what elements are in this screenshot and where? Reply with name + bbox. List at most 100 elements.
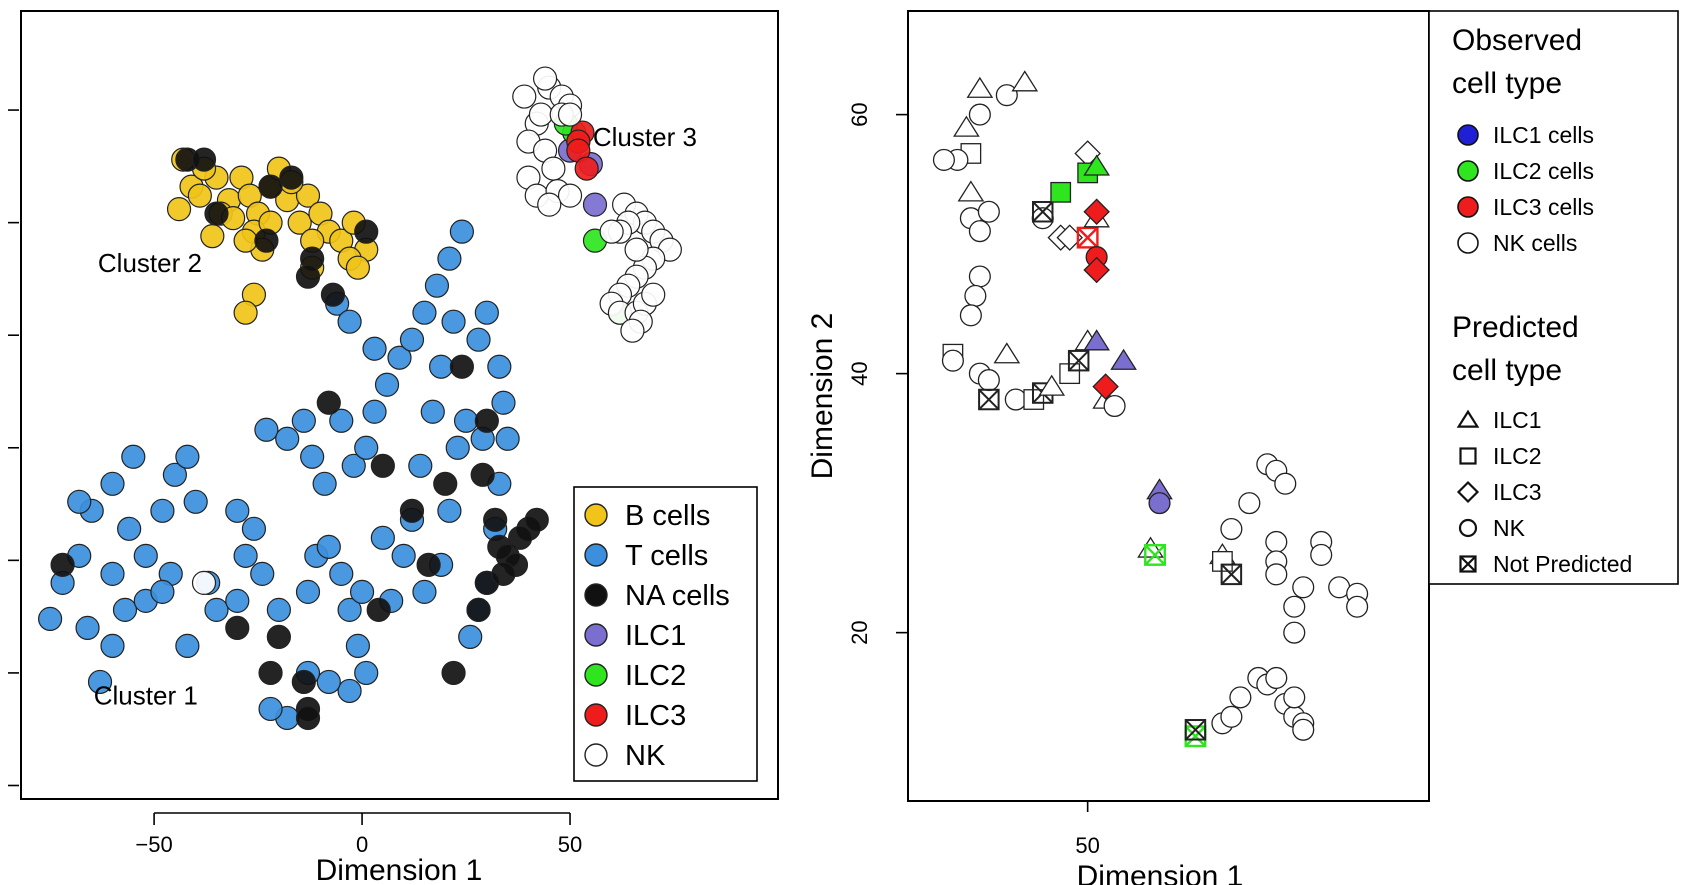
point-na-cells xyxy=(366,597,391,622)
point-nk-pred-not-predicted-box xyxy=(978,388,1000,411)
point-ilc3-pred-not-predicted xyxy=(1076,226,1099,249)
point-nk-pred-not-predicted-cross-b xyxy=(1184,719,1206,741)
point-nk-pred-not-predicted xyxy=(1184,719,1207,741)
point-na-cells xyxy=(279,165,304,190)
point-t-cells xyxy=(204,597,229,622)
legend-marker-ilc3 xyxy=(584,703,608,727)
point-t-cells xyxy=(254,417,279,442)
point-nk xyxy=(532,66,558,91)
point-nk-pred-nk xyxy=(932,148,955,171)
point-ilc1-pred-nk xyxy=(1148,492,1171,515)
point-nk xyxy=(557,183,583,208)
point-na-cells xyxy=(291,669,316,695)
point-nk xyxy=(557,102,583,127)
cluster-label-cluster-3: Cluster 3 xyxy=(593,122,697,152)
left-x-tick-label: −50 xyxy=(135,832,172,857)
point-t-cells xyxy=(370,525,395,550)
point-t-cells xyxy=(487,354,512,379)
point-ilc3-pred-not-predicted-cross-b xyxy=(1077,227,1099,249)
point-nk-pred-nk xyxy=(1004,388,1027,411)
point-nk xyxy=(512,84,537,109)
point-nk-pred-nk xyxy=(1229,686,1252,709)
legend-predicted-label-not-predicted: Not Predicted xyxy=(1493,551,1632,577)
point-na-cells xyxy=(416,552,441,577)
legend-marker-nk xyxy=(584,743,608,767)
point-na-cells xyxy=(266,624,291,649)
point-na-cells xyxy=(370,453,395,478)
point-t-cells xyxy=(183,489,208,514)
point-t-cells xyxy=(67,489,92,514)
legend-observed-label-ilc1-cells: ILC1 cells xyxy=(1493,122,1594,148)
point-t-cells xyxy=(428,354,454,379)
legend-predicted-title-line1: Predicted xyxy=(1452,311,1579,344)
point-nk-pred-nk xyxy=(968,265,991,288)
right-y-tick-label: 60 xyxy=(847,102,872,126)
point-nk-pred-not-predicted-box xyxy=(1067,349,1090,372)
point-na-cells xyxy=(295,705,321,731)
legend-observed-title-line2: cell type xyxy=(1452,67,1562,100)
point-t-cells xyxy=(225,498,250,523)
legend-observed-marker-ilc1-cells xyxy=(1457,124,1479,146)
point-na-cells xyxy=(466,597,491,622)
point-ilc1-pred-ilc1 xyxy=(1110,348,1137,370)
legend-predicted-marker-not-predicted-cross-b xyxy=(1459,555,1477,573)
point-nk-pred-nk xyxy=(1265,530,1288,554)
point-nk xyxy=(624,237,649,262)
point-t-cells xyxy=(354,660,379,686)
left-plot-frame xyxy=(20,10,779,800)
point-nk-pred-not-predicted xyxy=(1067,349,1090,372)
legend-predicted-title-line2: cell type xyxy=(1452,354,1562,387)
point-t-cells xyxy=(295,579,321,604)
point-t-cells xyxy=(474,300,499,325)
point-t-cells xyxy=(275,426,300,451)
point-na-cells xyxy=(524,507,549,532)
point-nk-pred-nk xyxy=(1265,666,1288,690)
point-na-cells xyxy=(483,507,508,532)
point-t-cells xyxy=(420,399,445,424)
cluster-labels: Cluster 1 Cluster 2 Cluster 3 xyxy=(94,122,697,710)
point-nk-pred-not-predicted-cross-b xyxy=(1068,350,1090,372)
point-nk-pred-not-predicted-cross-b xyxy=(978,389,1000,410)
left-x-axis-title: Dimension 1 xyxy=(316,854,483,885)
point-nk-pred-nk xyxy=(1292,576,1315,599)
legend-predicted-label-ilc2: ILC2 xyxy=(1493,443,1542,469)
point-na-cells xyxy=(354,219,379,244)
point-ilc2-pred-not-predicted-box xyxy=(1144,543,1166,566)
point-nk-pred-nk xyxy=(968,220,991,243)
point-t-cells xyxy=(449,219,474,244)
point-t-cells xyxy=(175,444,200,469)
point-nk xyxy=(537,192,562,217)
point-na-cells xyxy=(320,282,346,307)
legend-observed-label-ilc2-cells: ILC2 cells xyxy=(1493,158,1594,184)
legend-predicted-marker-ilc2 xyxy=(1459,447,1477,465)
point-b-cells xyxy=(200,224,225,249)
right-legend-box xyxy=(1428,10,1679,585)
point-t-cells xyxy=(337,597,362,622)
point-nk-pred-nk xyxy=(1103,394,1126,418)
point-t-cells xyxy=(233,543,258,568)
legend-marker-t-cells xyxy=(584,543,608,567)
tsne-scatter-panel-right: 50 20 40 60 Dimension 1 Dimension 2 Observe… xyxy=(806,10,1679,885)
point-t-cells xyxy=(408,453,433,478)
point-nk xyxy=(541,156,566,181)
point-t-cells xyxy=(458,624,483,649)
right-x-axis-title: Dimension 1 xyxy=(1077,860,1244,885)
left-x-axis: −50 0 50 xyxy=(135,812,582,857)
point-t-cells xyxy=(329,561,354,586)
point-nk-pred-nk xyxy=(1238,492,1261,515)
point-t-cells xyxy=(241,516,267,541)
point-t-cells xyxy=(387,345,412,370)
point-t-cells xyxy=(312,471,337,496)
legend-predicted-marker-ilc1 xyxy=(1456,409,1480,428)
legend-observed-marker-nk-cells xyxy=(1457,232,1479,254)
point-ilc3-pred-ilc3 xyxy=(1083,256,1110,284)
point-nk-pred-not-predicted xyxy=(1220,563,1243,586)
legend-predicted-label-nk: NK xyxy=(1493,515,1526,541)
right-points-layer xyxy=(932,70,1369,748)
point-nk-pred-nk xyxy=(1292,718,1315,741)
point-na-cells xyxy=(399,498,425,523)
point-t-cells xyxy=(162,462,187,487)
legend-marker-b-cells xyxy=(584,503,608,527)
point-t-cells xyxy=(291,408,316,433)
